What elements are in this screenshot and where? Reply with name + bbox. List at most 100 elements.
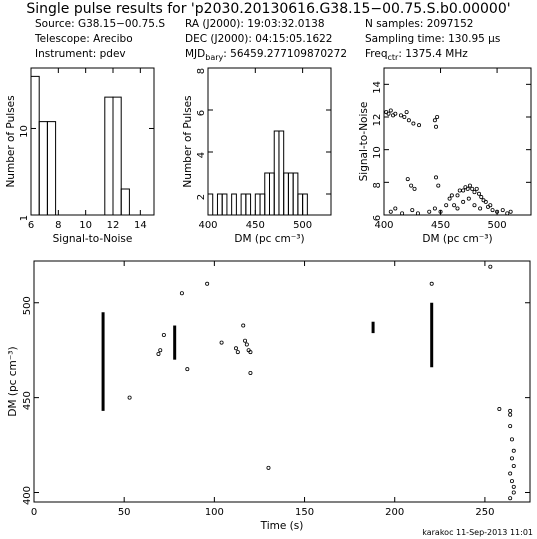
snr-vs-dm-point <box>478 206 483 211</box>
snr-vs-dm-point <box>405 177 410 182</box>
snr-vs-dm-point <box>444 203 449 208</box>
snr-vs-dm-point <box>435 115 440 120</box>
dm-vs-time-point <box>243 338 248 343</box>
snr-histogram-xtick-label: 10 <box>79 220 92 231</box>
snr-vs-dm-point <box>406 118 411 123</box>
snr-vs-dm-point <box>461 199 466 204</box>
dm-histogram-bar <box>254 193 261 215</box>
dm-histogram-bar <box>287 172 294 215</box>
snr-vs-dm-point <box>479 195 484 200</box>
snr-vs-dm-point <box>461 188 466 193</box>
instrument-label: Instrument: pdev <box>35 48 126 60</box>
dm-vs-time-point <box>205 281 210 286</box>
snr-vs-dm-point <box>404 110 409 115</box>
mjd-value: : 56459.277109870272 <box>223 48 348 60</box>
snr-vs-dm-point <box>500 208 505 213</box>
snr-vs-dm-point <box>455 206 460 211</box>
snr-vs-dm-point <box>455 193 460 198</box>
snr-histogram-ytick-label: 10 <box>19 125 30 138</box>
dm-vs-time-point <box>248 350 253 355</box>
snr-vs-dm-point <box>417 123 422 128</box>
snr-vs-dm-point <box>432 206 437 211</box>
dm-vs-time-point <box>511 448 516 453</box>
dm-vs-time-xtick-label: 0 <box>31 507 37 518</box>
snr-vs-dm-point <box>495 209 500 214</box>
page-title: Single pulse results for 'p2030.20130616… <box>26 1 511 17</box>
dm-vs-time-point <box>508 471 513 476</box>
dm-vs-time-point <box>248 370 253 375</box>
dm-vs-time-point <box>508 496 513 501</box>
dm-vs-time-frame <box>33 260 531 503</box>
snr-vs-dm-point <box>412 186 417 191</box>
dm-histogram-ytick-label: 2 <box>196 194 207 200</box>
snr-vs-dm-point <box>409 183 414 188</box>
snr-vs-dm-point <box>415 211 420 216</box>
dm-vs-time-xtick-label: 150 <box>295 507 314 518</box>
dm-histogram-xtick-label: 450 <box>246 220 265 231</box>
dm-histogram-ytick-label: 6 <box>196 110 207 116</box>
dm-vs-time-point <box>509 479 514 484</box>
freq-value: : 1375.4 MHz <box>398 48 468 60</box>
dm-vs-time-xlabel: Time (s) <box>260 520 304 532</box>
snr-vs-dm-xtick-label: 500 <box>488 220 507 231</box>
dm-histogram-bar <box>221 193 228 215</box>
dm-vs-time-xtick-label: 250 <box>475 507 494 518</box>
snr-histogram-ytick-label: 1 <box>19 215 30 221</box>
dm-vs-time-xtick-label: 200 <box>385 507 404 518</box>
dm-histogram-ytick-label: 4 <box>196 152 207 158</box>
dm-vs-time-point <box>179 291 184 296</box>
snr-histogram-bar <box>30 75 40 215</box>
snr-vs-dm-point <box>508 209 513 214</box>
telescope-label: Telescope: Arecibo <box>35 33 133 45</box>
dm-vs-time-point <box>219 340 224 345</box>
mjd-label-main: MJD <box>185 48 206 60</box>
snr-histogram-xtick-label: 14 <box>134 220 147 231</box>
snr-vs-dm-point <box>449 193 454 198</box>
dm-histogram-bar <box>302 193 308 215</box>
snr-vs-dm-point <box>452 203 457 208</box>
snr-vs-dm-xlabel: DM (pc cm⁻³) <box>422 233 492 245</box>
dm-histogram-bar <box>269 172 275 215</box>
mjd-label-sub: bary <box>205 53 224 63</box>
dm-vs-time-ytick-label: 500 <box>22 296 33 315</box>
snr-vs-dm-point <box>470 186 475 191</box>
sampling-label: Sampling time: 130.95 µs <box>365 33 501 45</box>
dm-vs-time-point <box>509 437 514 442</box>
snr-vs-dm-point <box>457 188 462 193</box>
dm-histogram-bar <box>207 193 214 215</box>
dm-histogram-xlabel: DM (pc cm⁻³) <box>234 233 304 245</box>
dm-vs-time-point <box>511 484 516 489</box>
dm-histogram-bar <box>231 193 237 215</box>
dm-histogram-bar <box>292 172 299 215</box>
snr-vs-dm-point <box>402 115 407 120</box>
freq-label-main: Freq <box>365 48 388 60</box>
snr-vs-dm-point <box>388 108 393 113</box>
dm-histogram-ylabel: Number of Pulses <box>182 95 194 187</box>
dm-vs-time-point <box>158 348 163 353</box>
dm-histogram-bar <box>273 130 280 215</box>
dm-vs-time-point <box>488 264 493 269</box>
snr-histogram-xtick-label: 6 <box>28 220 34 231</box>
snr-vs-dm-point <box>398 113 403 118</box>
snr-vs-dm-xtick-label: 400 <box>374 220 393 231</box>
snr-histogram-bar <box>104 96 114 215</box>
dm-vs-time-point <box>266 465 271 470</box>
snr-vs-dm-point <box>438 209 443 214</box>
dm-vs-time-point <box>161 333 166 338</box>
snr-vs-dm-point <box>386 111 391 116</box>
snr-vs-dm-point <box>466 196 471 201</box>
snr-histogram-xlabel: Signal-to-Noise <box>53 233 133 245</box>
snr-histogram-bar <box>120 188 130 215</box>
dm-histogram-bar <box>264 172 270 215</box>
snr-histogram-xtick-label: 12 <box>107 220 120 231</box>
dm-vs-time-point <box>508 408 513 413</box>
dm-vs-time-xtick-label: 50 <box>118 507 131 518</box>
dm-histogram-bar <box>283 172 289 215</box>
source-label: Source: G38.15−00.75.S <box>35 18 165 30</box>
dm-vs-time-point <box>244 342 249 347</box>
dm-histogram-bar <box>245 193 252 215</box>
dm-vs-time-point <box>127 395 132 400</box>
snr-vs-dm-point <box>432 118 437 123</box>
dm-vs-time-point <box>508 424 513 429</box>
dm-vs-time-point <box>511 463 516 468</box>
